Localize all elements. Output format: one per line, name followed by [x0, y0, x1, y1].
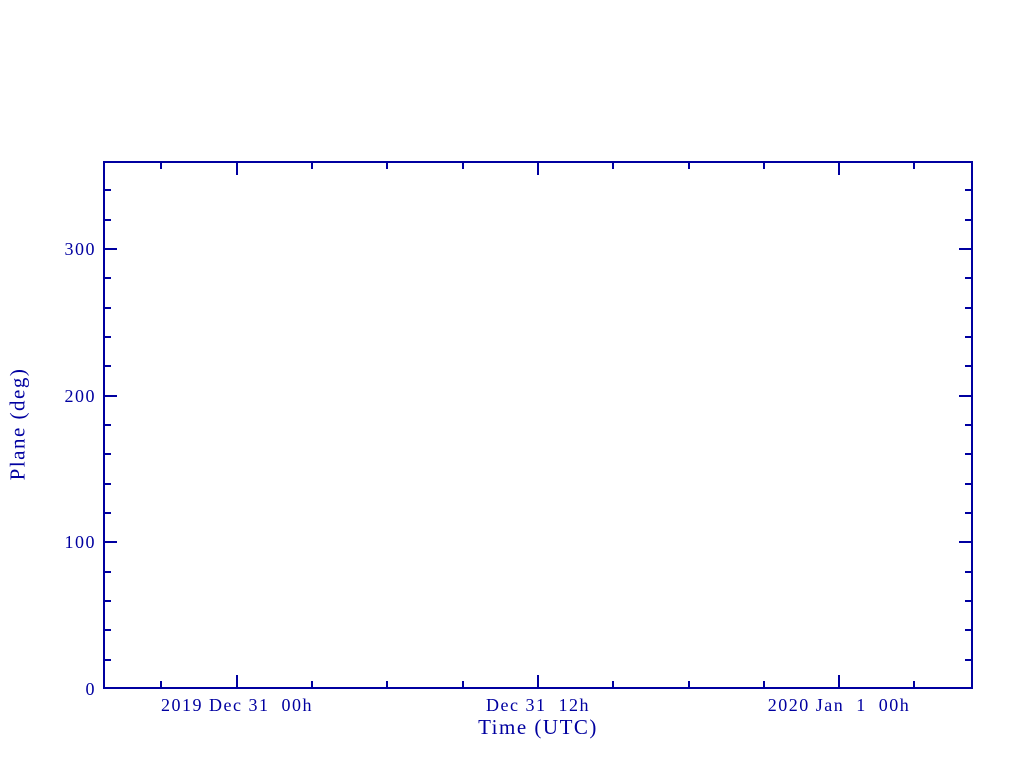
- x-minor-tick-top: [913, 161, 915, 169]
- x-minor-tick-top: [462, 161, 464, 169]
- y-minor-tick: [103, 659, 111, 661]
- y-major-tick: [103, 248, 117, 250]
- y-axis-title: Plane (deg): [5, 367, 30, 481]
- x-major-tick: [236, 675, 238, 689]
- y-minor-tick: [103, 277, 111, 279]
- y-tick-label: 100: [64, 532, 96, 552]
- y-tick-label: 300: [64, 239, 96, 259]
- y-minor-tick: [103, 365, 111, 367]
- y-minor-tick: [103, 336, 111, 338]
- y-minor-tick-right: [965, 219, 973, 221]
- x-minor-tick-top: [311, 161, 313, 169]
- y-minor-tick-right: [965, 277, 973, 279]
- x-minor-tick: [913, 681, 915, 689]
- y-minor-tick-right: [965, 659, 973, 661]
- y-minor-tick: [103, 307, 111, 309]
- x-minor-tick: [462, 681, 464, 689]
- y-minor-tick: [103, 189, 111, 191]
- x-major-tick: [838, 675, 840, 689]
- y-major-tick-right: [959, 541, 973, 543]
- x-minor-tick: [160, 681, 162, 689]
- x-minor-tick-top: [612, 161, 614, 169]
- x-minor-tick: [763, 681, 765, 689]
- x-tick-label: Dec 31 12h: [486, 695, 590, 715]
- y-major-tick: [103, 541, 117, 543]
- x-minor-tick-top: [688, 161, 690, 169]
- x-minor-tick-top: [160, 161, 162, 169]
- x-minor-tick: [612, 681, 614, 689]
- x-tick-label: 2020 Jan 1 00h: [767, 695, 911, 715]
- x-minor-tick-top: [386, 161, 388, 169]
- x-major-tick-top: [236, 161, 238, 175]
- y-tick-label: 200: [64, 386, 96, 406]
- y-tick-label: 0: [85, 679, 96, 699]
- y-minor-tick-right: [965, 336, 973, 338]
- y-minor-tick: [103, 629, 111, 631]
- y-minor-tick-right: [965, 629, 973, 631]
- y-major-tick-right: [959, 395, 973, 397]
- x-minor-tick: [311, 681, 313, 689]
- y-minor-tick: [103, 571, 111, 573]
- y-minor-tick: [103, 424, 111, 426]
- y-minor-tick: [103, 512, 111, 514]
- x-minor-tick: [386, 681, 388, 689]
- plot-area: [103, 161, 973, 689]
- y-minor-tick: [103, 483, 111, 485]
- y-major-tick-right: [959, 248, 973, 250]
- x-major-tick: [537, 675, 539, 689]
- y-minor-tick-right: [965, 600, 973, 602]
- y-minor-tick: [103, 219, 111, 221]
- x-tick-label: 2019 Dec 31 00h: [161, 695, 313, 715]
- y-minor-tick: [103, 600, 111, 602]
- x-major-tick-top: [838, 161, 840, 175]
- y-minor-tick-right: [965, 453, 973, 455]
- y-minor-tick-right: [965, 307, 973, 309]
- y-minor-tick-right: [965, 365, 973, 367]
- y-major-tick: [103, 395, 117, 397]
- y-minor-tick-right: [965, 512, 973, 514]
- x-axis-title: Time (UTC): [478, 715, 598, 739]
- y-minor-tick-right: [965, 571, 973, 573]
- x-minor-tick: [688, 681, 690, 689]
- y-minor-tick: [103, 453, 111, 455]
- y-minor-tick-right: [965, 424, 973, 426]
- y-minor-tick-right: [965, 483, 973, 485]
- y-minor-tick-right: [965, 189, 973, 191]
- x-minor-tick-top: [763, 161, 765, 169]
- x-major-tick-top: [537, 161, 539, 175]
